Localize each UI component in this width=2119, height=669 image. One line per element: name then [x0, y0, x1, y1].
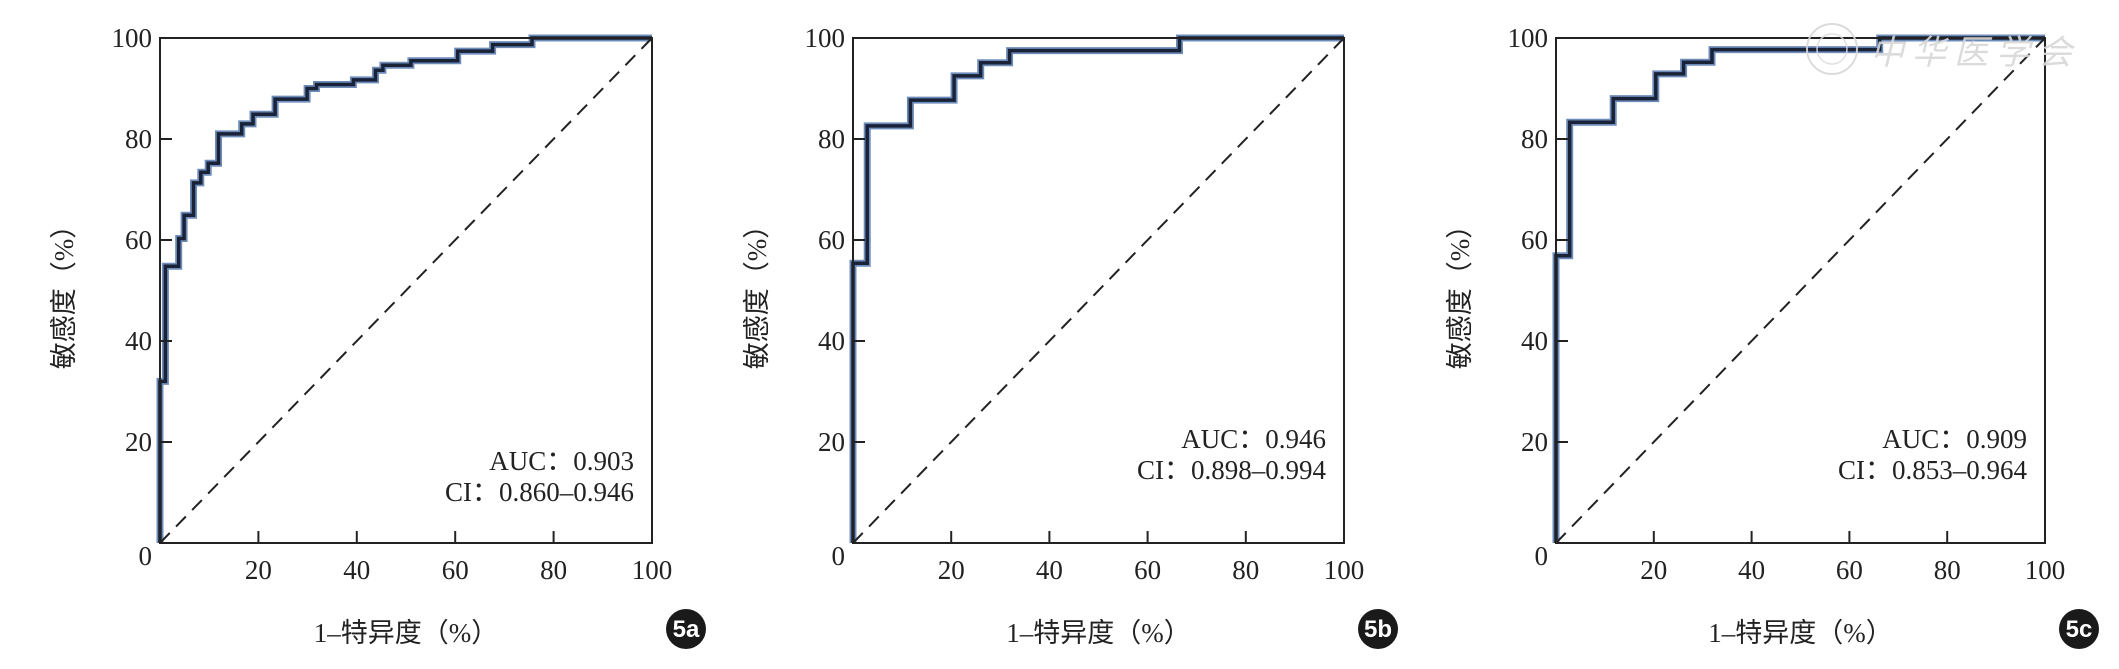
y-tick-label: 100	[112, 23, 153, 53]
x-tick-label: 60	[1134, 555, 1161, 585]
ci-annotation: CI：0.853–0.964	[1838, 455, 2028, 485]
x-axis-label: 1–特异度（%）	[1708, 618, 1893, 648]
auc-annotation: AUC：0.903	[489, 446, 634, 476]
reference-line	[852, 37, 1345, 544]
x-tick-label: 100	[632, 555, 673, 585]
x-tick-label: 40	[1738, 555, 1765, 585]
x-tick-label: 80	[1934, 555, 1961, 585]
auc-annotation: AUC：0.909	[1882, 424, 2027, 454]
y-tick-label: 80	[1521, 124, 1548, 154]
y-tick-label: 60	[125, 225, 152, 255]
x-tick-label: 20	[938, 555, 965, 585]
seal-icon	[1806, 23, 1858, 75]
x-tick-label: 80	[540, 555, 567, 585]
x-axis-label: 1–特异度（%）	[314, 618, 499, 648]
reference-line	[159, 37, 653, 544]
panel-badge-label: 5a	[673, 616, 700, 643]
x-tick-label: 80	[1232, 555, 1259, 585]
y-tick-label: 20	[818, 427, 845, 457]
y-axis-label: 敏感度（%）	[742, 212, 772, 370]
panel-badge-label: 5c	[2066, 616, 2093, 643]
panel-badge	[1358, 609, 1398, 649]
x-tick-label: 100	[1324, 555, 1365, 585]
plot-frame	[159, 37, 653, 544]
reference-line	[1555, 37, 2046, 544]
plot-frame	[1555, 37, 2046, 544]
origin-label: 0	[139, 541, 153, 571]
chart-panel-5c: 20 40 60 80 100 20 40 60 80 100 0 1–特异度（%） 敏感度（%） AUC…	[1445, 23, 2099, 649]
y-tick-label: 40	[1521, 326, 1548, 356]
y-tick-label: 40	[818, 326, 845, 356]
y-tick-label: 20	[125, 427, 152, 457]
auc-annotation: AUC：0.946	[1181, 424, 1326, 454]
y-tick-label: 20	[1521, 427, 1548, 457]
roc-curve	[158, 36, 652, 543]
y-tick-label: 40	[125, 326, 152, 356]
y-tick-label: 60	[1521, 225, 1548, 255]
origin-label: 0	[832, 541, 846, 571]
origin-label: 0	[1535, 541, 1549, 571]
watermark-text: 中华医学会	[1870, 35, 2080, 72]
x-tick-label: 60	[1836, 555, 1863, 585]
x-tick-label: 40	[1036, 555, 1063, 585]
y-axis-label: 敏感度（%）	[49, 212, 79, 370]
y-tick-label: 80	[125, 124, 152, 154]
x-tick-label: 20	[1640, 555, 1667, 585]
y-tick-label: 80	[818, 124, 845, 154]
plot-frame	[852, 37, 1345, 544]
y-tick-label: 60	[818, 225, 845, 255]
x-axis-label: 1–特异度（%）	[1006, 618, 1191, 648]
watermark: 中华医学会	[1806, 23, 2080, 75]
ci-annotation: CI：0.898–0.994	[1137, 455, 1327, 485]
x-tick-label: 20	[245, 555, 272, 585]
panel-badge	[2059, 609, 2099, 649]
y-axis-label: 敏感度（%）	[1445, 212, 1475, 370]
y-tick-label: 100	[805, 23, 846, 53]
x-tick-label: 40	[343, 555, 370, 585]
y-tick-label: 100	[1508, 23, 1549, 53]
panel-badge-label: 5b	[1364, 616, 1392, 643]
x-tick-label: 100	[2025, 555, 2066, 585]
roc-curve	[1554, 36, 2045, 543]
panel-badge	[666, 609, 706, 649]
seal-inner-icon	[1816, 33, 1848, 65]
roc-curve	[851, 36, 1344, 543]
ci-annotation: CI：0.860–0.946	[445, 477, 634, 507]
chart-panel-5b: 20 40 60 80 100 20 40 60 80 100 0 1–特异度（%） 敏感度（%） AUC…	[742, 23, 1398, 649]
chart-panel-5a: 20 40 60 80 100 20 40 60 80 100 0 1–特异度（%） 敏感度（%） AUC…	[49, 23, 706, 649]
x-tick-label: 60	[442, 555, 469, 585]
